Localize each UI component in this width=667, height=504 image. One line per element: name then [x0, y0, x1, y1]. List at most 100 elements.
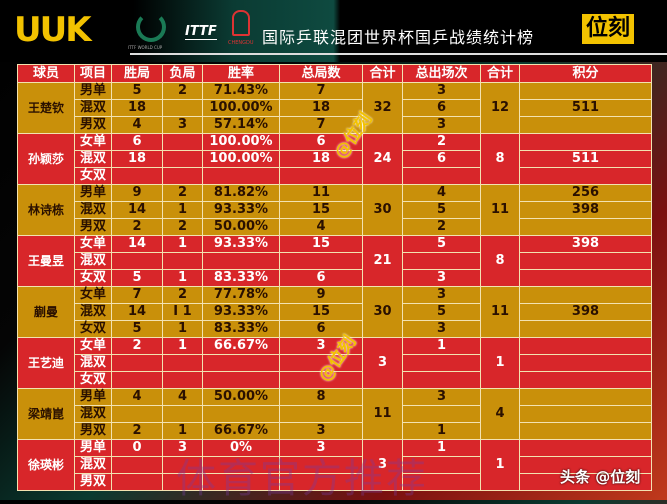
lost-cell: 1	[162, 422, 203, 440]
win-rate-cell: 66.67%	[202, 422, 280, 440]
appearances-cell	[402, 405, 481, 423]
win-rate-cell: 93.33%	[202, 303, 280, 321]
games-cell: 6	[279, 320, 363, 338]
event-cell: 混双	[74, 252, 112, 270]
column-header: 合计	[362, 64, 403, 83]
lost-cell: 2	[162, 82, 203, 100]
points-cell	[519, 286, 652, 304]
games-cell: 7	[279, 82, 363, 100]
points-cell	[519, 371, 652, 389]
player-name: 徐瑛彬	[17, 439, 75, 491]
column-header: 积分	[519, 64, 652, 83]
event-cell: 混双	[74, 405, 112, 423]
lost-cell	[162, 167, 203, 185]
won-cell	[111, 473, 163, 491]
appearances-cell: 3	[402, 388, 481, 406]
appearances-cell	[402, 473, 481, 491]
win-rate-cell: 50.00%	[202, 388, 280, 406]
games-total-cell: 11	[362, 388, 403, 440]
lost-cell	[162, 150, 203, 168]
lost-cell: 2	[162, 218, 203, 236]
column-header: 总出场次	[402, 64, 481, 83]
table-row: 混双 18 100.00% 18 6 511	[18, 99, 652, 117]
column-header: 合计	[480, 64, 520, 83]
lost-cell: 3	[162, 116, 203, 134]
event-cell: 混双	[74, 150, 112, 168]
lost-cell	[162, 371, 203, 389]
lost-cell	[162, 405, 203, 423]
table-row: 王曼昱 女单 14 1 93.33% 15 21 5 8 398	[17, 235, 652, 287]
event-cell: 男单	[74, 388, 112, 406]
won-cell: 14	[111, 303, 163, 321]
won-cell: 2	[111, 337, 163, 355]
points-cell	[519, 354, 652, 372]
lost-cell	[162, 473, 203, 491]
lost-cell	[162, 354, 203, 372]
table-row: 蒯曼 女单 7 2 77.78% 9 30 3 11	[17, 286, 652, 338]
appearances-total-cell: 12	[480, 82, 520, 134]
lost-cell	[162, 99, 203, 117]
games-cell: 3	[279, 439, 363, 457]
table-row: 女双	[18, 371, 652, 389]
event-cell: 男双	[74, 116, 112, 134]
games-cell: 3	[279, 422, 363, 440]
games-cell: 15	[279, 201, 363, 219]
player-name: 王艺迪	[17, 337, 75, 389]
games-total-cell: 21	[362, 235, 403, 287]
games-cell: 7	[279, 116, 363, 134]
uuk-logo: UUK	[14, 10, 92, 50]
won-cell: 7	[111, 286, 163, 304]
win-rate-cell	[202, 167, 280, 185]
won-cell	[111, 456, 163, 474]
event-cell: 混双	[74, 456, 112, 474]
games-cell	[279, 252, 363, 270]
won-cell	[111, 354, 163, 372]
appearances-total-cell: 11	[480, 286, 520, 338]
table-row: 林诗栋 男单 9 2 81.82% 11 30 4 11 256	[17, 184, 652, 236]
lost-cell: 1	[162, 235, 203, 253]
column-header: 胜率	[202, 64, 280, 83]
event-cell: 男单	[74, 184, 112, 202]
divider	[130, 53, 667, 55]
appearances-total-cell: 8	[480, 235, 520, 287]
points-cell: 511	[519, 99, 652, 117]
appearances-cell: 1	[402, 422, 481, 440]
lost-cell: 1	[162, 320, 203, 338]
win-rate-cell: 83.33%	[202, 320, 280, 338]
player-name: 梁靖崑	[17, 388, 75, 440]
appearances-cell: 3	[402, 116, 481, 134]
event-cell: 男双	[74, 422, 112, 440]
win-rate-cell: 57.14%	[202, 116, 280, 134]
event-cell: 男单	[74, 82, 112, 100]
points-cell	[519, 167, 652, 185]
games-total-cell: 30	[362, 286, 403, 338]
points-cell	[519, 388, 652, 406]
stats-table: 球员 项目 胜局 负局 胜率 总局数 合计 总出场次 合计 积分 王楚钦 男单 5 2 71.43% 7 32…	[17, 64, 652, 491]
won-cell: 5	[111, 82, 163, 100]
won-cell	[111, 405, 163, 423]
points-cell	[519, 456, 652, 474]
games-cell: 18	[279, 99, 363, 117]
appearances-cell: 2	[402, 218, 481, 236]
appearances-total-cell: 1	[480, 337, 520, 389]
event-cell: 女单	[74, 235, 112, 253]
lost-cell: 2	[162, 184, 203, 202]
world-cup-emblem-icon	[136, 12, 166, 42]
points-cell	[519, 337, 652, 355]
win-rate-cell	[202, 354, 280, 372]
player-name: 林诗栋	[17, 184, 75, 236]
event-cell: 女双	[74, 269, 112, 287]
event-cell: 混双	[74, 99, 112, 117]
lost-cell	[162, 133, 203, 151]
points-cell	[519, 269, 652, 287]
appearances-cell: 4	[402, 184, 481, 202]
games-cell	[279, 167, 363, 185]
lost-cell: I 1	[162, 303, 203, 321]
event-cell: 男双	[74, 218, 112, 236]
games-cell	[279, 473, 363, 491]
games-cell: 11	[279, 184, 363, 202]
event-cell: 女单	[74, 337, 112, 355]
chengdu-emblem-icon	[232, 10, 250, 36]
lost-cell: 1	[162, 201, 203, 219]
appearances-cell: 1	[402, 439, 481, 457]
